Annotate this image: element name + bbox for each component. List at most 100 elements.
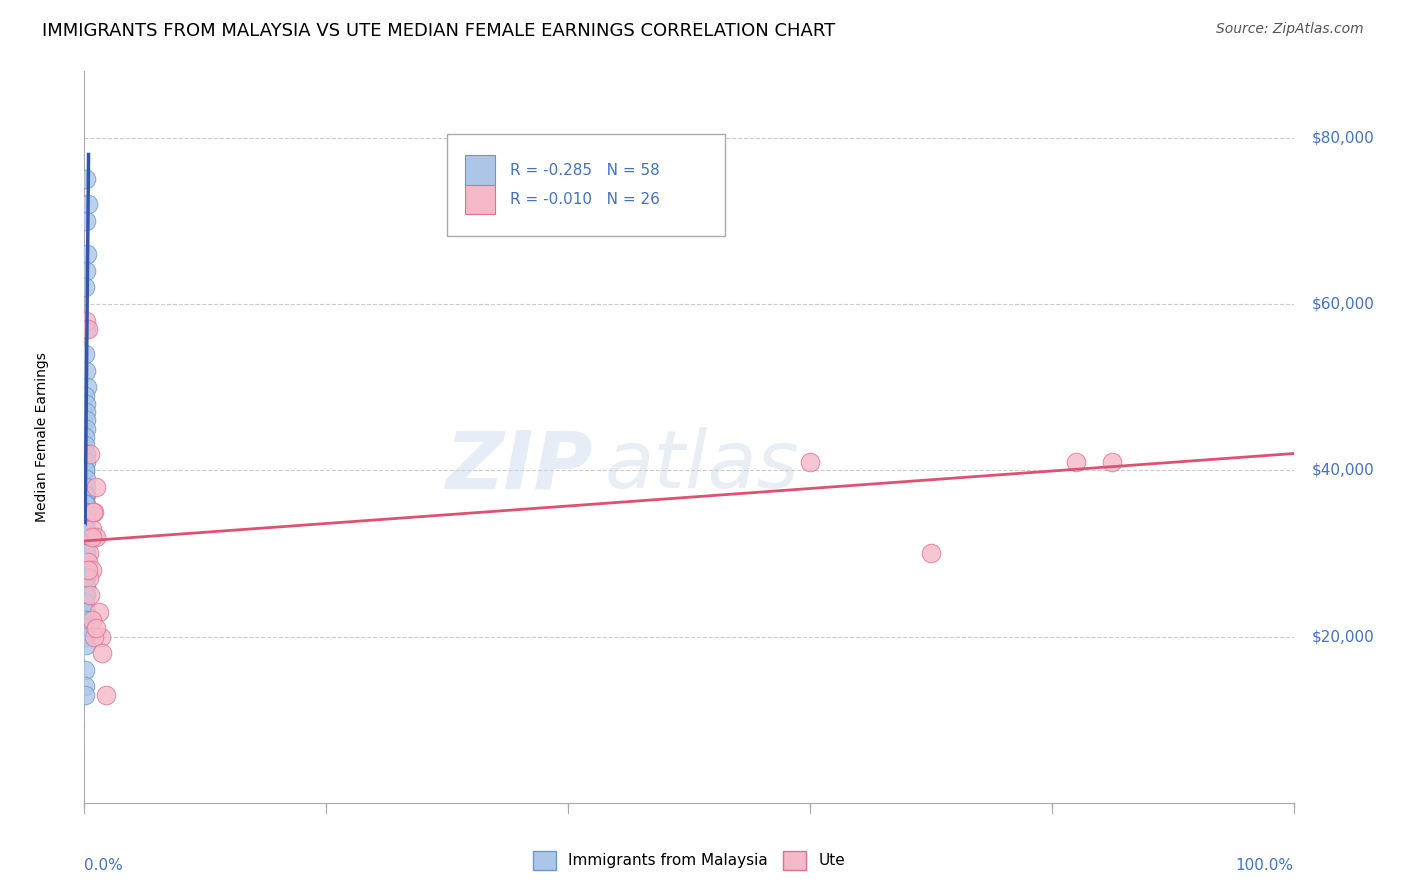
Point <box>75 314 97 328</box>
Text: IMMIGRANTS FROM MALAYSIA VS UTE MEDIAN FEMALE EARNINGS CORRELATION CHART: IMMIGRANTS FROM MALAYSIA VS UTE MEDIAN F… <box>42 22 835 40</box>
Point <box>76 247 98 261</box>
Text: $60,000: $60,000 <box>1312 297 1375 311</box>
Point <box>73 463 96 477</box>
Point <box>76 380 98 394</box>
Point <box>75 571 97 585</box>
Point <box>73 438 96 452</box>
Point <box>90 630 112 644</box>
Point <box>75 538 97 552</box>
Point <box>75 472 97 486</box>
Point <box>80 521 103 535</box>
Text: $40,000: $40,000 <box>1312 463 1375 478</box>
Point <box>75 497 97 511</box>
Text: ZIP: ZIP <box>444 427 592 506</box>
Point <box>73 621 96 635</box>
Point <box>73 555 96 569</box>
Point <box>79 588 101 602</box>
Point <box>75 480 97 494</box>
Point <box>75 513 97 527</box>
Point <box>82 505 104 519</box>
Point <box>75 455 97 469</box>
Point <box>75 546 97 560</box>
Point <box>73 388 96 402</box>
Point <box>799 455 821 469</box>
Point <box>73 488 96 502</box>
Point <box>75 447 97 461</box>
Point <box>75 430 97 444</box>
Text: R = -0.285   N = 58: R = -0.285 N = 58 <box>510 162 659 178</box>
Point <box>75 688 97 702</box>
Point <box>77 197 100 211</box>
Point <box>75 264 97 278</box>
Point <box>75 613 97 627</box>
Point <box>86 530 108 544</box>
Point <box>77 571 100 585</box>
Point <box>73 505 96 519</box>
Point <box>75 613 97 627</box>
Bar <box>465 185 495 214</box>
Point <box>75 422 97 436</box>
Point <box>920 546 942 560</box>
Point <box>75 563 97 577</box>
Text: 0.0%: 0.0% <box>84 858 124 872</box>
Text: Median Female Earnings: Median Female Earnings <box>35 352 49 522</box>
Point <box>75 588 97 602</box>
Point <box>77 546 100 560</box>
Point <box>75 363 97 377</box>
Point <box>75 555 97 569</box>
Point <box>73 280 96 294</box>
Point <box>75 580 97 594</box>
Point <box>83 505 105 519</box>
Point <box>83 630 105 644</box>
Point <box>75 397 97 411</box>
Point <box>75 322 97 336</box>
Point <box>73 571 96 585</box>
Point <box>73 596 96 610</box>
FancyBboxPatch shape <box>447 134 725 235</box>
Point <box>75 530 97 544</box>
Point <box>75 405 97 419</box>
Text: 100.0%: 100.0% <box>1236 858 1294 872</box>
Point <box>75 521 97 535</box>
Point <box>1064 455 1087 469</box>
Point <box>75 588 97 602</box>
Point <box>75 214 97 228</box>
Text: Source: ZipAtlas.com: Source: ZipAtlas.com <box>1216 22 1364 37</box>
Point <box>75 638 97 652</box>
Text: R = -0.010   N = 26: R = -0.010 N = 26 <box>510 192 659 207</box>
Point <box>75 546 97 560</box>
Point <box>73 513 96 527</box>
Point <box>80 530 103 544</box>
Point <box>75 413 97 427</box>
Point <box>94 688 117 702</box>
Point <box>73 521 96 535</box>
Point <box>73 630 96 644</box>
Point <box>91 646 114 660</box>
Point <box>79 447 101 461</box>
Point <box>77 563 100 577</box>
Point <box>75 347 97 361</box>
Point <box>73 546 96 560</box>
Point <box>86 480 108 494</box>
Point <box>75 505 97 519</box>
Text: $20,000: $20,000 <box>1312 629 1375 644</box>
Text: atlas: atlas <box>605 427 799 506</box>
Point <box>80 613 103 627</box>
Text: $80,000: $80,000 <box>1312 130 1375 145</box>
Point <box>77 322 100 336</box>
Point <box>75 488 97 502</box>
Point <box>80 563 103 577</box>
Point <box>75 663 97 677</box>
Point <box>73 680 96 694</box>
Legend: Immigrants from Malaysia, Ute: Immigrants from Malaysia, Ute <box>527 845 851 876</box>
Point <box>86 621 108 635</box>
Point <box>75 463 97 477</box>
Point <box>75 605 97 619</box>
Point <box>75 497 97 511</box>
Point <box>77 555 100 569</box>
Point <box>75 538 97 552</box>
Point <box>1101 455 1123 469</box>
Bar <box>465 155 495 185</box>
Point <box>87 605 110 619</box>
Point <box>75 172 97 186</box>
